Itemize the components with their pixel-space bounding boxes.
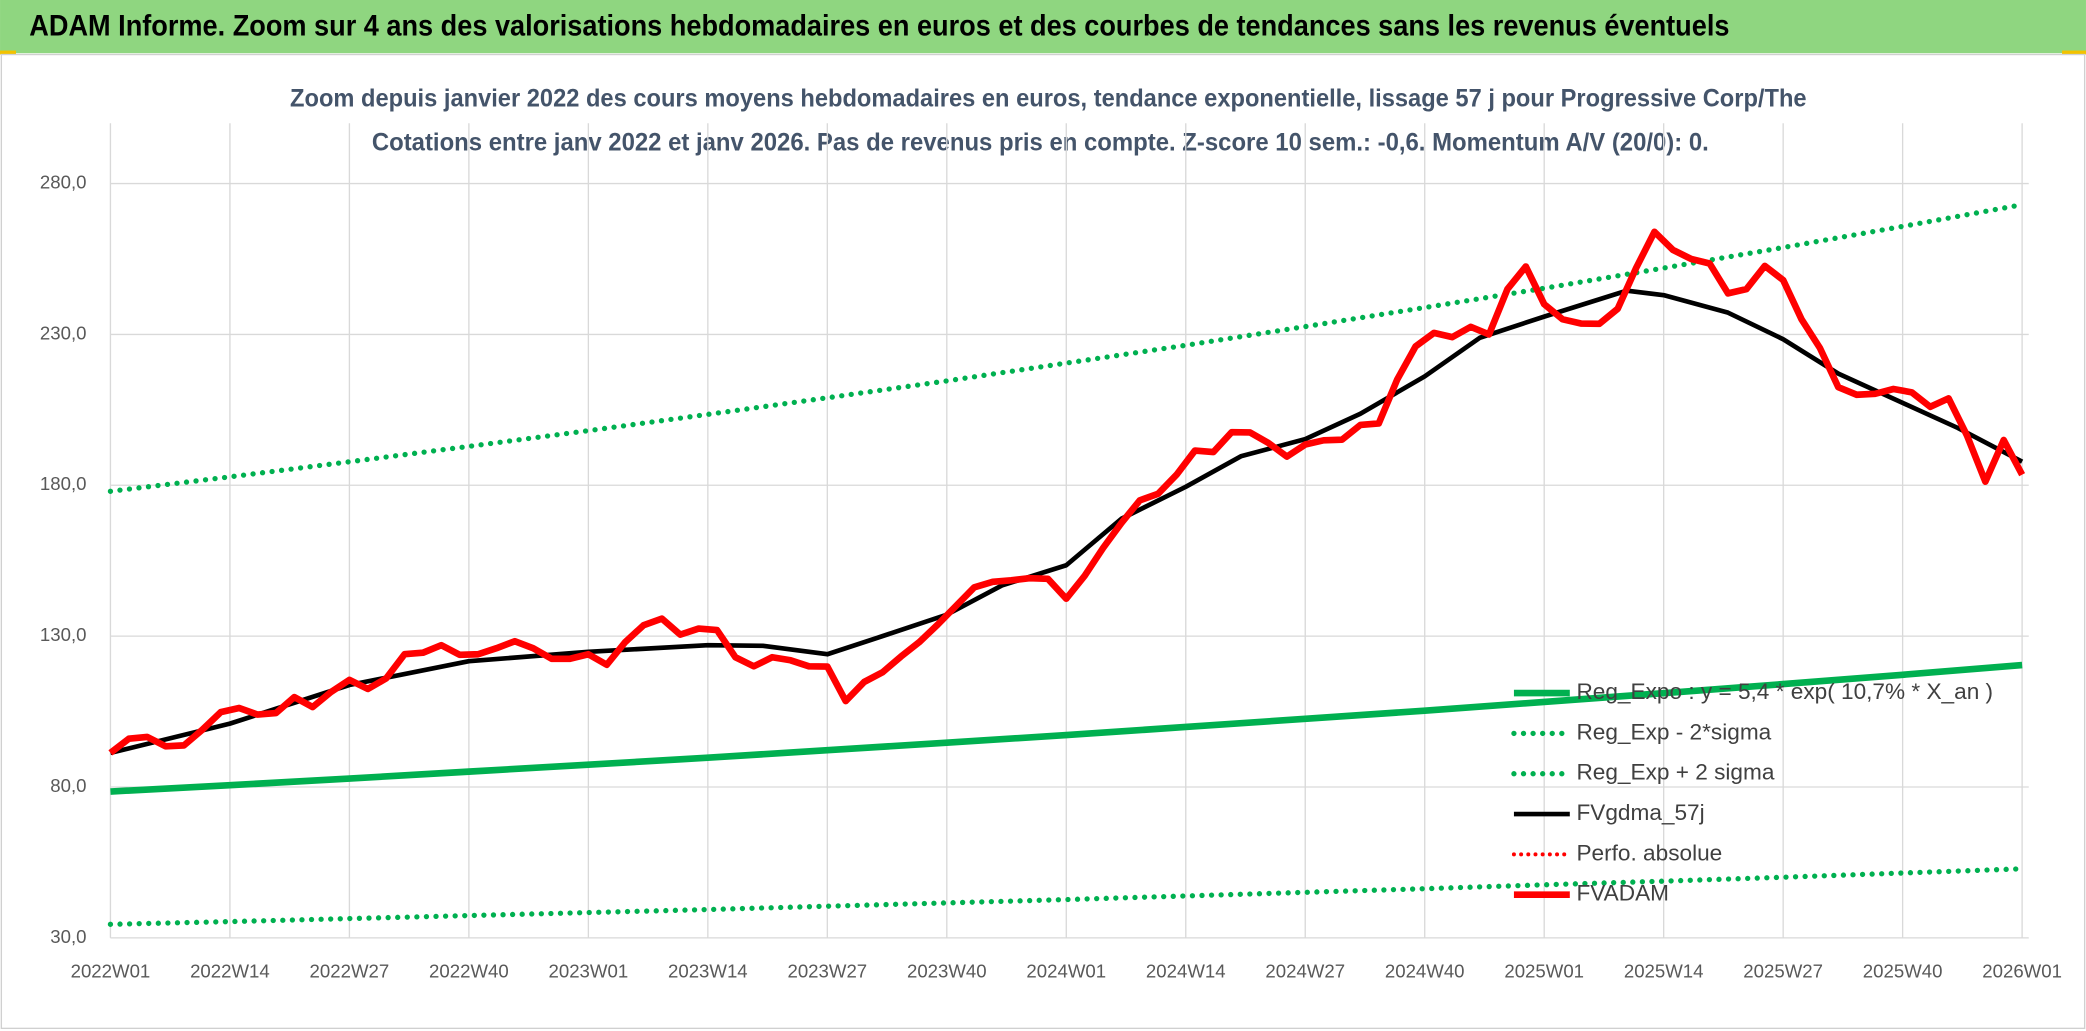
y-tick-label: 80,0 [50, 775, 86, 796]
y-tick-label: 280,0 [40, 171, 87, 192]
x-tick-label: 2025W14 [1624, 960, 1704, 981]
x-tick-label: 2023W40 [907, 960, 987, 981]
x-tick-label: 2024W01 [1026, 960, 1106, 981]
accent [0, 50, 16, 55]
y-tick-label: 30,0 [50, 926, 86, 947]
legend-label: Reg_Exp - 2*sigma [1576, 719, 1771, 744]
legend-label: Reg_Exp + 2 sigma [1576, 760, 1774, 785]
legend-label: Reg_Expo : y = 5,4 * exp( 10,7% * X_an ) [1576, 679, 1993, 704]
x-tick-label: 2025W40 [1863, 960, 1943, 981]
y-tick-label: 180,0 [40, 473, 87, 494]
x-tick-label: 2022W14 [190, 960, 270, 981]
x-tick-label: 2024W14 [1146, 960, 1226, 981]
x-tick-label: 2022W40 [429, 960, 509, 981]
x-tick-label: 2023W14 [668, 960, 748, 981]
series-line [109, 288, 2024, 756]
series-line [107, 866, 2025, 927]
x-tick-label: 2024W27 [1265, 960, 1345, 981]
x-tick-label: 2024W40 [1385, 960, 1465, 981]
x-tick-label: 2023W27 [787, 960, 867, 981]
x-tick-label: 2022W01 [71, 960, 151, 981]
header-title: ADAM Informe. Zoom sur 4 ans des valoris… [29, 11, 1729, 43]
y-tick-label: 130,0 [40, 624, 87, 645]
y-tick-label: 230,0 [40, 322, 87, 343]
x-tick-label: 2023W01 [549, 960, 629, 981]
series-line [110, 661, 2023, 795]
header-bar [0, 0, 2086, 54]
chart-title: Zoom depuis janvier 2022 des cours moyen… [290, 84, 1807, 112]
legend-label: Perfo. absolue [1576, 840, 1722, 865]
x-tick-label: 2025W01 [1504, 960, 1584, 981]
x-tick-label: 2026W01 [1982, 960, 2062, 981]
chart-subtitle: Cotations entre janv 2022 et janv 2026. … [372, 128, 1709, 156]
x-tick-label: 2022W27 [310, 960, 390, 981]
chart-border [0, 53, 2086, 1030]
x-tick-label: 2025W27 [1743, 960, 1823, 981]
legend-label: FVADAM [1576, 881, 1669, 906]
series-line [108, 228, 2026, 756]
accent [2062, 50, 2086, 55]
legend-label: FVgdma_57j [1576, 800, 1704, 825]
